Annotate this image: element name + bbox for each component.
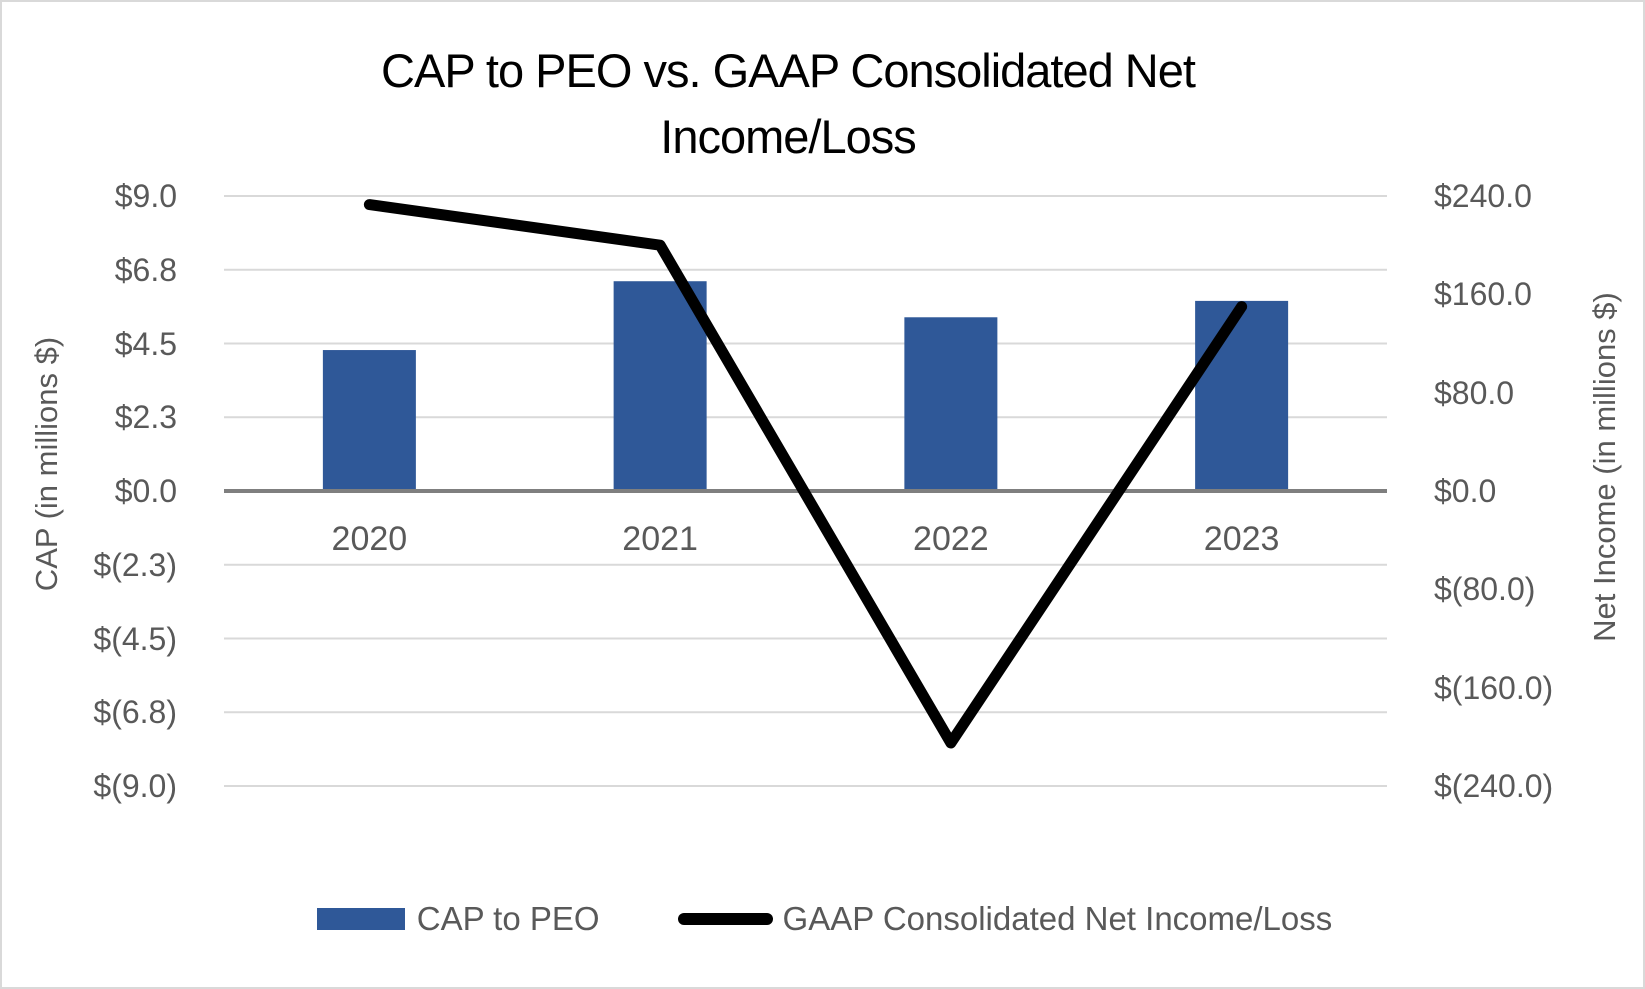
right-tick-label: $(80.0) bbox=[1434, 571, 1536, 608]
right-tick-label: $240.0 bbox=[1434, 178, 1532, 214]
left-tick-label: $4.5 bbox=[114, 325, 177, 362]
legend-entry-net-income: GAAP Consolidated Net Income/Loss bbox=[677, 900, 1333, 938]
right-tick-label: $80.0 bbox=[1434, 374, 1515, 411]
right-tick-label: $160.0 bbox=[1434, 276, 1532, 313]
left-tick-label: $9.0 bbox=[114, 178, 177, 214]
bar-2023 bbox=[1195, 300, 1289, 491]
line-series-swatch bbox=[677, 913, 773, 925]
x-axis-label-2022: 2022 bbox=[913, 520, 989, 558]
bar-2022 bbox=[904, 317, 998, 491]
legend-label-net-income: GAAP Consolidated Net Income/Loss bbox=[782, 900, 1333, 937]
left-tick-label: $(4.5) bbox=[93, 620, 177, 657]
bar-2021 bbox=[613, 281, 707, 491]
x-axis-label-2023: 2023 bbox=[1203, 520, 1280, 558]
chart-title-line2: Income/Loss bbox=[660, 110, 916, 163]
net-income-line bbox=[363, 199, 1248, 749]
chart-title: CAP to PEO vs. GAAP Consolidated Net Inc… bbox=[2, 38, 1574, 170]
legend-label-cap-to-peo: CAP to PEO bbox=[416, 900, 600, 937]
bar-series-swatch bbox=[316, 908, 405, 930]
right-tick-label: $(160.0) bbox=[1434, 669, 1554, 706]
x-axis-label-2020: 2020 bbox=[331, 520, 408, 558]
left-tick-label: $0.0 bbox=[114, 473, 177, 509]
chart-title-line1: CAP to PEO vs. GAAP Consolidated Net bbox=[381, 44, 1196, 97]
right-tick-label: $0.0 bbox=[1434, 473, 1497, 509]
left-tick-label: $(9.0) bbox=[93, 768, 177, 804]
legend: CAP to PEO GAAP Consolidated Net Income/… bbox=[2, 900, 1643, 938]
right-tick-label: $(240.0) bbox=[1434, 768, 1554, 804]
left-tick-label: $(6.8) bbox=[93, 694, 177, 731]
legend-entry-cap-to-peo: CAP to PEO bbox=[316, 900, 600, 938]
x-axis-label-2021: 2021 bbox=[622, 520, 698, 558]
left-tick-label: $6.8 bbox=[114, 251, 177, 288]
bar-2020 bbox=[322, 350, 416, 491]
left-tick-label: $(2.3) bbox=[93, 546, 177, 583]
left-tick-label: $2.3 bbox=[114, 399, 177, 436]
